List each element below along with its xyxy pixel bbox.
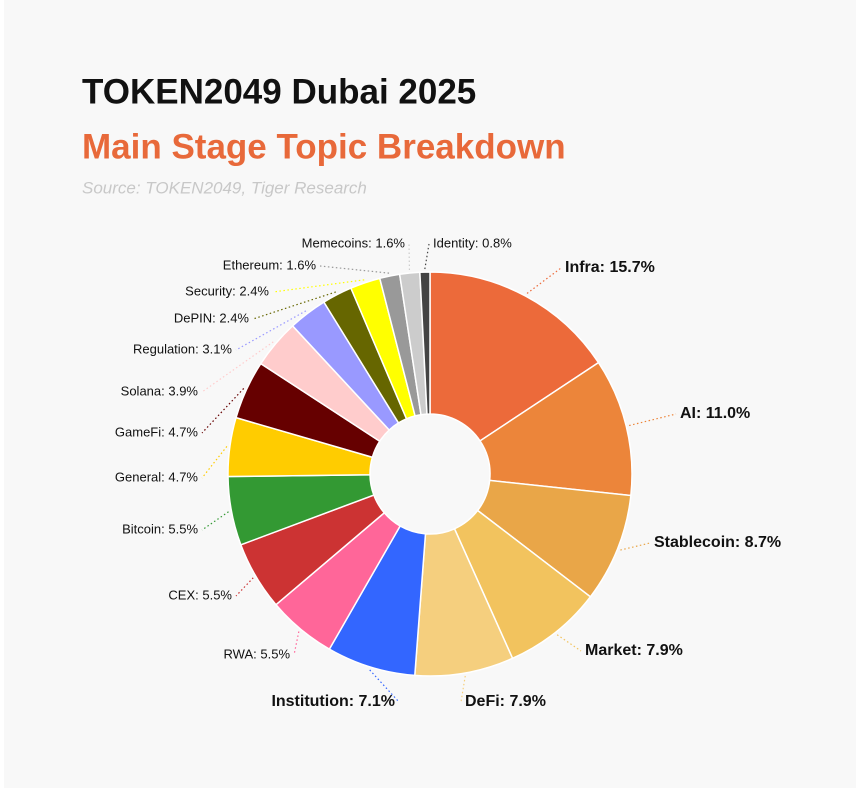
data-label: Regulation: 3.1%: [133, 341, 232, 356]
chart-subtitle: Main Stage Topic Breakdown: [82, 127, 566, 166]
wedge: [429, 271, 600, 442]
data-label: Memecoins: 1.6%: [302, 235, 406, 250]
data-label: Solana: 3.9%: [121, 383, 199, 398]
leader-line: [556, 634, 582, 652]
leader-line: [460, 675, 466, 703]
data-label: Bitcoin: 5.5%: [122, 521, 198, 536]
data-label: Infra: 15.7%: [565, 259, 655, 276]
chart-title: TOKEN2049 Dubai 2025: [82, 72, 476, 111]
leader-line: [424, 243, 430, 270]
leader-line: [252, 291, 336, 320]
wedge: [419, 271, 431, 415]
leader-line: [369, 669, 400, 703]
leader-line: [201, 511, 229, 531]
leader-line: [201, 341, 274, 393]
data-label: AI: 11.0%: [680, 405, 750, 422]
leader-line: [629, 413, 677, 427]
leader-line: [235, 310, 307, 351]
data-label: GameFi: 4.7%: [115, 424, 199, 439]
data-label: Security: 2.4%: [185, 283, 269, 298]
data-label: DeFi: 7.9%: [465, 693, 546, 710]
data-label: CEX: 5.5%: [168, 587, 232, 602]
leader-line: [620, 542, 651, 551]
leader-line: [201, 446, 228, 479]
leader-line: [235, 577, 254, 597]
data-label: Institution: 7.1%: [271, 693, 395, 710]
data-label: Ethereum: 1.6%: [223, 257, 317, 272]
wedge: [479, 361, 633, 497]
leader-line: [272, 279, 365, 293]
data-label: RWA: 5.5%: [224, 646, 291, 661]
data-label: Identity: 0.8%: [433, 235, 512, 250]
data-label: Market: 7.9%: [585, 642, 683, 659]
source: Source: TOKEN2049, Tiger Research: [82, 178, 367, 197]
data-label: Stablecoin: 8.7%: [654, 534, 781, 551]
leader-line: [526, 267, 562, 294]
pie: Infra: 15.7% AI: 11.0% Stablecoin: 8.7% Mar…: [115, 235, 781, 710]
data-label: DePIN: 2.4%: [174, 310, 250, 325]
data-label: General: 4.7%: [115, 469, 199, 484]
